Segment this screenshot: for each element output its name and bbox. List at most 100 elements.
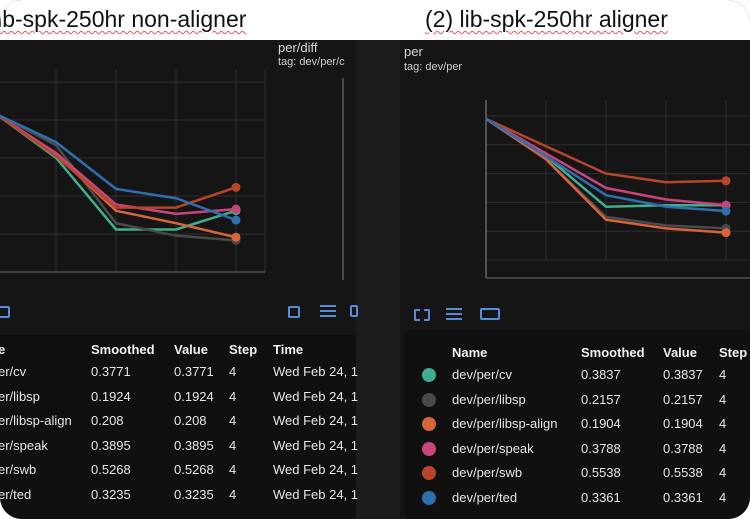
cell-name: er/cv	[0, 364, 27, 379]
run-color-swatch[interactable]	[422, 441, 436, 456]
cell-step: 4	[229, 437, 237, 453]
cell-value: 0.1924	[174, 388, 214, 404]
cell-time: Wed Feb 24, 1	[273, 462, 359, 477]
col-header-name: Name	[452, 345, 488, 360]
cell-step: 4	[229, 462, 237, 477]
fit-icon[interactable]	[350, 305, 358, 317]
col-header-name: e	[0, 342, 6, 357]
fit-icon-left[interactable]	[0, 306, 10, 318]
series-line	[485, 117, 727, 213]
cell-step: 4	[719, 440, 727, 456]
mid-chart-tag: tag: dev/per/c	[278, 56, 345, 68]
cell-name: dev/per/libsp	[452, 391, 526, 407]
left-run-table: e Smoothed Value Step Time er/cv 0.3771 0.…	[0, 335, 359, 519]
col-header-time: Time	[273, 342, 304, 357]
cell-smoothed: 0.5268	[91, 462, 131, 477]
series-line	[0, 115, 237, 216]
cell-time: Wed Feb 24, 1	[273, 413, 359, 428]
cell-name: dev/per/libsp-align	[452, 416, 558, 431]
right-chart-title: per	[404, 44, 423, 59]
series-endpoint	[721, 228, 731, 238]
cell-smoothed: 0.5538	[581, 465, 621, 480]
run-color-swatch[interactable]	[422, 466, 436, 480]
fullscreen-icon[interactable]	[414, 309, 430, 321]
left-title: lib-spk-250hr non-aligner	[0, 6, 247, 32]
cell-smoothed: 0.1904	[581, 416, 621, 431]
cell-value: 0.5538	[663, 465, 703, 480]
col-header-step: Step	[229, 342, 258, 357]
cell-value: 0.1904	[663, 416, 703, 431]
cell-smoothed: 0.1924	[91, 388, 131, 404]
cell-smoothed: 0.2157	[581, 391, 621, 407]
series-endpoint	[231, 204, 241, 214]
cell-smoothed: 0.3895	[91, 437, 131, 453]
series-line	[485, 117, 727, 207]
mid-chart	[342, 78, 344, 280]
cell-smoothed: 0.3788	[581, 440, 621, 456]
series-line	[0, 115, 237, 209]
run-color-swatch[interactable]	[422, 392, 436, 407]
series-endpoint	[231, 215, 241, 225]
cell-time: Wed Feb 24, 1	[273, 437, 359, 453]
cell-time: Wed Feb 24, 1	[273, 364, 359, 379]
cell-name: er/libsp	[0, 388, 40, 404]
cell-value: 0.3837	[663, 367, 703, 382]
run-color-swatch[interactable]	[422, 417, 436, 431]
list-icon[interactable]	[446, 308, 462, 320]
cell-value: 0.3788	[663, 440, 703, 456]
series-endpoint	[721, 176, 731, 186]
cell-smoothed: 0.3771	[91, 364, 131, 379]
mid-chart-title: per/diff	[278, 40, 318, 55]
cell-name: er/speak	[0, 437, 48, 453]
cell-value: 0.208	[174, 413, 207, 428]
cell-step: 4	[719, 391, 727, 407]
cell-name: dev/per/speak	[452, 440, 534, 456]
col-header-value: Value	[663, 345, 697, 360]
cell-step: 4	[229, 413, 237, 428]
cell-smoothed: 0.3361	[581, 489, 621, 505]
col-header-smoothed: Smoothed	[91, 342, 155, 357]
panel-divider	[356, 40, 400, 519]
fit-icon[interactable]	[480, 308, 500, 320]
cell-step: 4	[229, 486, 237, 502]
cell-value: 0.5268	[174, 462, 214, 477]
run-color-swatch[interactable]	[422, 490, 436, 505]
cell-step: 4	[719, 489, 727, 505]
series-line	[485, 117, 727, 184]
cell-time: Wed Feb 24, 1	[273, 486, 359, 502]
series-endpoint	[231, 182, 241, 192]
cell-step: 4	[719, 416, 727, 431]
cell-name: er/libsp-align	[0, 413, 72, 428]
cell-value: 0.3895	[174, 437, 214, 453]
series-line	[0, 114, 237, 242]
cell-name: dev/per/cv	[452, 367, 512, 382]
cell-name: er/ted	[0, 486, 32, 502]
series-line	[0, 114, 237, 222]
cell-name: er/swb	[0, 462, 37, 477]
cell-value: 0.3235	[174, 486, 214, 502]
cell-smoothed: 0.3235	[91, 486, 131, 502]
cell-value: 0.3771	[174, 364, 214, 379]
right-run-table: Name Smoothed Value Step dev/per/cv 0.383…	[404, 330, 750, 519]
cell-smoothed: 0.208	[91, 413, 124, 428]
cell-step: 4	[229, 364, 237, 379]
run-color-swatch[interactable]	[422, 368, 436, 382]
cell-name: dev/per/ted	[452, 489, 518, 505]
cell-step: 4	[719, 465, 727, 480]
col-header-smoothed: Smoothed	[581, 345, 645, 360]
cell-step: 4	[719, 367, 727, 382]
cell-value: 0.3361	[663, 489, 703, 505]
right-title: (2) lib-spk-250hr aligner	[425, 6, 668, 32]
left-chart	[0, 70, 266, 273]
fullscreen-icon[interactable]	[288, 306, 300, 318]
cell-time: Wed Feb 24, 1	[273, 388, 359, 404]
right-chart	[485, 100, 750, 279]
series-endpoint	[231, 232, 241, 242]
right-chart-tag: tag: dev/per	[404, 61, 463, 73]
col-header-value: Value	[174, 342, 208, 357]
cell-name: dev/per/swb	[452, 465, 523, 480]
list-icon[interactable]	[320, 305, 336, 317]
cell-value: 0.2157	[663, 391, 703, 407]
series-endpoint	[721, 206, 731, 216]
